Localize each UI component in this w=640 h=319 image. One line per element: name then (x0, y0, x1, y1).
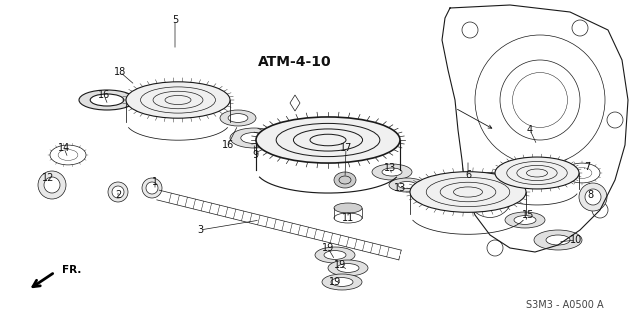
Ellipse shape (126, 82, 230, 118)
Circle shape (38, 171, 66, 199)
Text: 15: 15 (522, 210, 534, 220)
Text: 14: 14 (58, 143, 70, 153)
Ellipse shape (398, 182, 416, 189)
Ellipse shape (372, 164, 412, 180)
Ellipse shape (534, 230, 582, 250)
Text: 13: 13 (394, 183, 406, 193)
Text: 10: 10 (570, 235, 582, 245)
Text: 4: 4 (527, 125, 533, 135)
Ellipse shape (389, 178, 425, 192)
Text: 2: 2 (115, 190, 121, 200)
Ellipse shape (382, 168, 402, 176)
Ellipse shape (410, 172, 526, 212)
Text: 16: 16 (222, 140, 234, 150)
Ellipse shape (546, 235, 570, 245)
Text: 19: 19 (334, 260, 346, 270)
Text: 3: 3 (197, 225, 203, 235)
Text: 8: 8 (587, 190, 593, 200)
Text: ATM-4-10: ATM-4-10 (258, 55, 332, 69)
Ellipse shape (90, 94, 124, 106)
Ellipse shape (322, 274, 362, 290)
Ellipse shape (315, 247, 355, 263)
Ellipse shape (220, 110, 256, 126)
Ellipse shape (334, 203, 362, 213)
Ellipse shape (230, 128, 278, 148)
Text: 11: 11 (342, 213, 354, 223)
Circle shape (142, 178, 162, 198)
Text: 19: 19 (329, 277, 341, 287)
Circle shape (146, 182, 158, 194)
Text: 1: 1 (152, 177, 158, 187)
Text: 6: 6 (465, 170, 471, 180)
Ellipse shape (331, 278, 353, 286)
Text: S3M3 - A0500 A: S3M3 - A0500 A (526, 300, 604, 310)
Circle shape (112, 186, 124, 198)
Ellipse shape (228, 114, 248, 122)
Text: 19: 19 (322, 243, 334, 253)
Ellipse shape (337, 263, 359, 272)
Text: 16: 16 (98, 90, 110, 100)
Ellipse shape (324, 251, 346, 259)
Ellipse shape (79, 90, 135, 110)
Ellipse shape (334, 172, 356, 188)
Text: 9: 9 (252, 150, 258, 160)
Text: 17: 17 (340, 143, 352, 153)
Ellipse shape (495, 157, 579, 189)
Circle shape (108, 182, 128, 202)
Ellipse shape (328, 260, 368, 276)
Text: 18: 18 (114, 67, 126, 77)
Circle shape (579, 183, 607, 211)
Circle shape (585, 189, 601, 205)
Circle shape (44, 177, 60, 193)
Text: 12: 12 (42, 173, 54, 183)
Text: 7: 7 (584, 162, 590, 172)
Text: 5: 5 (172, 15, 178, 25)
Text: 13: 13 (384, 163, 396, 173)
Ellipse shape (241, 132, 268, 144)
Ellipse shape (514, 216, 536, 224)
Ellipse shape (505, 212, 545, 228)
Ellipse shape (256, 117, 400, 163)
Text: FR.: FR. (62, 265, 81, 275)
